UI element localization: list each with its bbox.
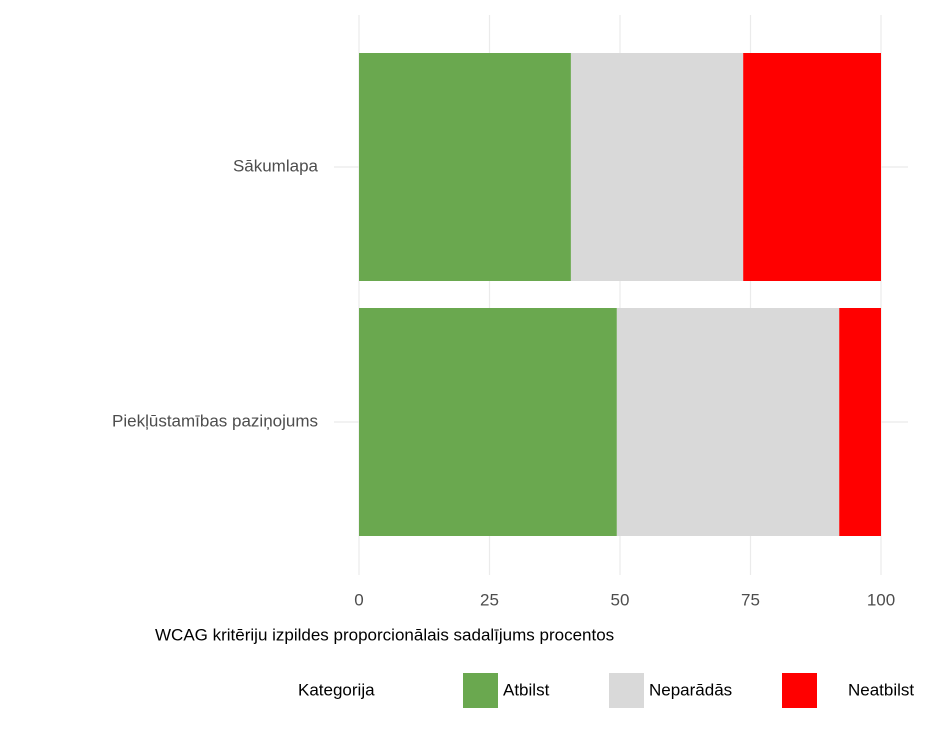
x-tick-label: 75 [741, 590, 760, 609]
legend-title: Kategorija [298, 680, 375, 699]
legend-label: Atbilst [503, 680, 550, 699]
legend-label: Neatbilst [848, 680, 914, 699]
bar-segment [743, 53, 881, 281]
bar-segment [616, 308, 840, 536]
x-tick-label: 25 [480, 590, 499, 609]
bar-segment [839, 308, 881, 536]
legend-swatch [609, 673, 644, 708]
legend-swatch [463, 673, 498, 708]
y-tick-label: Piekļūstamības paziņojums [112, 411, 318, 430]
legend-label: Neparādās [649, 680, 732, 699]
legend-swatch [782, 673, 817, 708]
x-tick-label: 100 [867, 590, 895, 609]
y-tick-label: Sākumlapa [233, 156, 319, 175]
bar-segment [359, 53, 571, 281]
bar-segment [570, 53, 744, 281]
bar-segment [359, 308, 617, 536]
x-axis-title: WCAG kritēriju izpildes proporcionālais … [155, 625, 614, 644]
x-tick-label: 50 [611, 590, 630, 609]
x-tick-label: 0 [354, 590, 363, 609]
